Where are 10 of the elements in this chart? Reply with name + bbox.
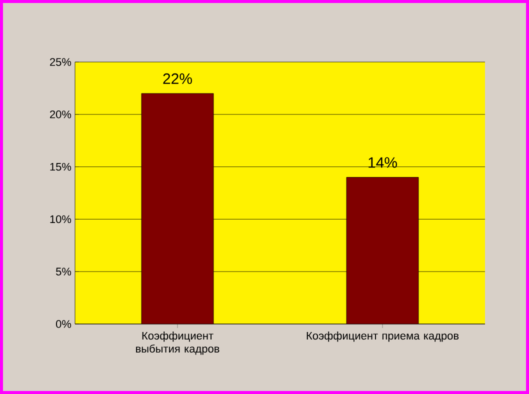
y-tick-label: 0% bbox=[56, 320, 72, 328]
y-tick-label: 5% bbox=[56, 268, 72, 276]
y-tick-label: 15% bbox=[50, 162, 72, 171]
x-tick-label: Коэффициент приема кадров bbox=[306, 332, 459, 342]
y-tick-label: 10% bbox=[50, 215, 72, 224]
data-label: 14% bbox=[368, 157, 397, 168]
x-tick-label: Коэффициент выбытия кадров bbox=[136, 332, 220, 355]
data-label: 22% bbox=[163, 73, 192, 84]
y-tick-label: 20% bbox=[50, 110, 72, 118]
y-tick-label: 25% bbox=[50, 58, 72, 66]
